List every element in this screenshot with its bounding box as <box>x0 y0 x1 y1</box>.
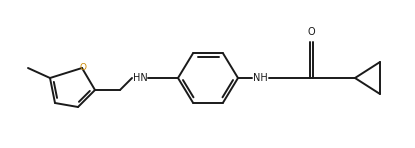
Text: O: O <box>307 27 315 37</box>
Text: HN: HN <box>133 73 147 83</box>
Text: O: O <box>80 62 86 71</box>
Text: NH: NH <box>253 73 267 83</box>
